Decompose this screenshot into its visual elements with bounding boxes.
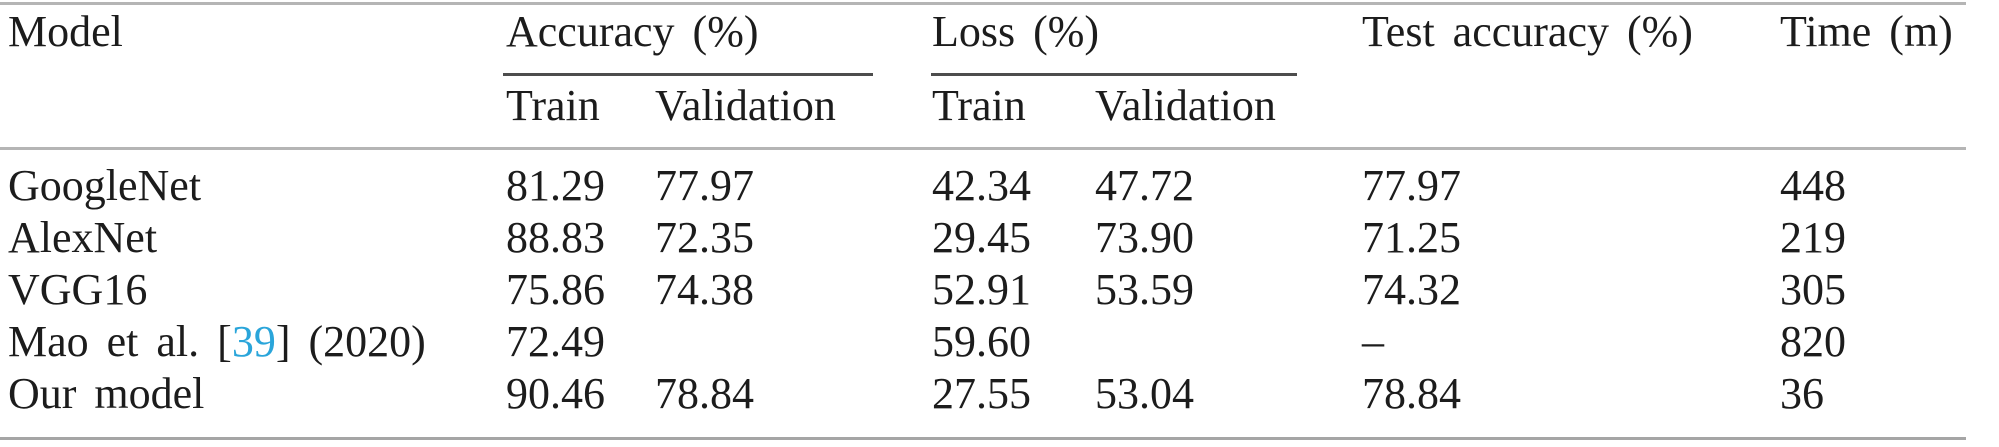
- table-row-alexnet: AlexNet 88.83 72.35 29.45 73.90 71.25 21…: [0, 214, 1999, 262]
- acc-validation-value: 77.97: [655, 161, 754, 210]
- table-row-googlenet: GoogleNet 81.29 77.97 42.34 47.72 77.97 …: [0, 162, 1999, 210]
- acc-train-value: 72.49: [506, 317, 605, 366]
- time-value: 820: [1780, 317, 1846, 366]
- time-value: 36: [1780, 369, 1824, 418]
- loss-validation-value: 53.04: [1095, 369, 1194, 418]
- test-accuracy-value: 77.97: [1362, 161, 1461, 210]
- header-row-subcolumns: Train Validation Train Validation: [0, 82, 1999, 130]
- table-row-vgg16: VGG16 75.86 74.38 52.91 53.59 74.32 305: [0, 266, 1999, 314]
- loss-train-value: 27.55: [932, 369, 1031, 418]
- loss-train-value: 42.34: [932, 161, 1031, 210]
- model-name: Mao et al. [39] (2020): [8, 318, 426, 366]
- header-loss-train: Train: [932, 81, 1026, 130]
- table-row-mao-et-al: Mao et al. [39] (2020) 72.49 59.60 – 820: [0, 318, 1999, 366]
- loss-train-value: 59.60: [932, 317, 1031, 366]
- loss-validation-value: 47.72: [1095, 161, 1194, 210]
- table-bottom-rule: [0, 437, 1966, 440]
- header-loss-validation: Validation: [1095, 81, 1276, 130]
- test-accuracy-value: 71.25: [1362, 213, 1461, 262]
- model-name: VGG16: [8, 265, 148, 314]
- loss-validation-value: 53.59: [1095, 265, 1194, 314]
- test-accuracy-value: 78.84: [1362, 369, 1461, 418]
- model-name: GoogleNet: [8, 161, 202, 210]
- header-loss-group: Loss (%): [932, 7, 1100, 56]
- time-value: 305: [1780, 265, 1846, 314]
- acc-train-value: 88.83: [506, 213, 605, 262]
- time-value: 448: [1780, 161, 1846, 210]
- model-name-prefix: Mao et al. [: [8, 317, 232, 366]
- table-row-our-model: Our model 90.46 78.84 27.55 53.04 78.84 …: [0, 370, 1999, 418]
- header-bottom-rule: [0, 147, 1966, 150]
- acc-validation-value: 74.38: [655, 265, 754, 314]
- acc-train-value: 81.29: [506, 161, 605, 210]
- header-time: Time (m): [1780, 7, 1953, 56]
- time-value: 219: [1780, 213, 1846, 262]
- header-test-accuracy: Test accuracy (%): [1362, 7, 1693, 56]
- acc-train-value: 75.86: [506, 265, 605, 314]
- citation-link-39[interactable]: 39: [231, 317, 276, 366]
- loss-validation-value: 73.90: [1095, 213, 1194, 262]
- test-accuracy-value: 74.32: [1362, 265, 1461, 314]
- header-model: Model: [8, 7, 123, 56]
- acc-validation-value: 72.35: [655, 213, 754, 262]
- model-name: AlexNet: [8, 213, 158, 262]
- loss-train-value: 29.45: [932, 213, 1031, 262]
- test-accuracy-value: –: [1362, 317, 1384, 366]
- model-name: Our model: [8, 369, 205, 418]
- model-name-suffix: ] (2020): [275, 317, 426, 366]
- loss-group-underline: [931, 73, 1297, 76]
- accuracy-group-underline: [503, 73, 873, 76]
- header-row-groups: Model Accuracy (%) Loss (%) Test accurac…: [0, 8, 1999, 56]
- loss-train-value: 52.91: [932, 265, 1031, 314]
- table-top-rule: [0, 2, 1966, 5]
- header-accuracy-validation: Validation: [655, 81, 836, 130]
- acc-train-value: 90.46: [506, 369, 605, 418]
- header-accuracy-train: Train: [506, 81, 600, 130]
- header-accuracy-group: Accuracy (%): [506, 7, 759, 56]
- acc-validation-value: 78.84: [655, 369, 754, 418]
